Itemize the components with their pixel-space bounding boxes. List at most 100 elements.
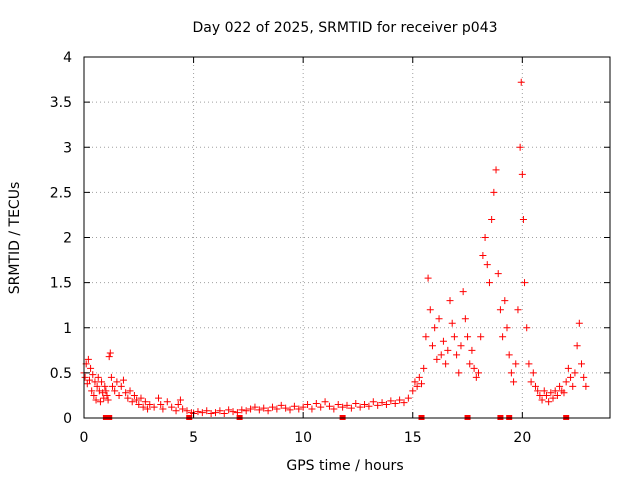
data-point: [540, 387, 548, 395]
data-point: [90, 391, 98, 399]
data-point: [545, 398, 553, 406]
data-point: [374, 401, 382, 409]
data-point: [183, 407, 191, 415]
data-point: [525, 360, 533, 368]
data-point: [207, 409, 215, 417]
y-tick-label: 0: [63, 411, 72, 427]
data-point: [255, 406, 263, 414]
data-point: [172, 407, 180, 415]
data-point: [556, 382, 564, 390]
data-point: [325, 402, 333, 410]
data-point: [459, 288, 467, 296]
data-point: [488, 215, 496, 223]
data-point: [551, 387, 559, 395]
data-point: [304, 400, 312, 408]
data-point: [490, 188, 498, 196]
data-point: [435, 315, 443, 323]
data-points: [80, 78, 590, 417]
data-point: [567, 373, 575, 381]
data-point: [479, 252, 487, 260]
data-point: [578, 360, 586, 368]
data-point: [102, 387, 110, 395]
data-point: [553, 391, 561, 399]
data-point: [573, 342, 581, 350]
x-tick-label: 5: [189, 430, 198, 446]
data-point: [396, 396, 404, 404]
x-tick-label: 0: [80, 430, 89, 446]
data-point: [99, 389, 107, 397]
data-point: [505, 351, 513, 359]
data-point: [391, 400, 399, 408]
data-point: [242, 407, 250, 415]
data-point: [104, 396, 112, 404]
data-point: [133, 396, 141, 404]
data-point: [106, 349, 114, 357]
data-point: [420, 364, 428, 372]
data-point: [483, 261, 491, 269]
data-point: [431, 324, 439, 332]
data-point: [450, 333, 458, 341]
data-point: [510, 378, 518, 386]
data-point: [426, 306, 434, 314]
y-tick-label: 3.5: [50, 95, 72, 111]
data-point: [135, 400, 143, 408]
data-point: [295, 405, 303, 413]
data-point: [369, 398, 377, 406]
data-point: [464, 333, 472, 341]
data-point: [415, 373, 423, 381]
data-point: [277, 401, 285, 409]
y-tick-label: 1: [63, 321, 72, 337]
data-point: [457, 342, 465, 350]
data-point: [475, 369, 482, 377]
data-point: [455, 369, 463, 377]
data-point: [422, 333, 430, 341]
data-point: [437, 351, 445, 359]
data-point: [470, 364, 478, 372]
data-point: [387, 397, 395, 405]
data-point: [466, 360, 474, 368]
data-point: [512, 360, 520, 368]
data-point: [137, 394, 145, 402]
data-point: [198, 409, 206, 417]
data-point: [518, 170, 526, 178]
data-point: [94, 373, 102, 381]
data-point: [496, 306, 504, 314]
data-point: [85, 376, 93, 384]
data-point: [89, 371, 97, 379]
data-point: [477, 333, 485, 341]
data-point: [378, 399, 386, 407]
data-point: [312, 400, 320, 408]
x-axis-label: GPS time / hours: [286, 458, 403, 474]
data-point: [382, 400, 390, 408]
data-point: [111, 387, 119, 395]
data-point: [103, 391, 111, 399]
data-point: [119, 376, 127, 384]
data-point: [93, 382, 101, 390]
data-point: [260, 404, 268, 412]
data-point: [444, 346, 452, 354]
data-point: [107, 373, 115, 381]
data-point: [453, 351, 461, 359]
data-point: [503, 324, 511, 332]
data-point: [446, 297, 454, 305]
data-point: [229, 408, 237, 416]
data-point: [98, 378, 106, 386]
data-point: [519, 215, 527, 223]
data-point: [481, 234, 489, 241]
data-point: [83, 380, 91, 388]
y-tick-label: 2: [63, 231, 72, 247]
data-point: [146, 400, 154, 408]
data-point: [536, 391, 544, 399]
data-point: [96, 398, 104, 406]
data-point: [155, 394, 163, 402]
grid-lines: [84, 57, 610, 418]
data-point: [343, 401, 351, 409]
data-point: [582, 382, 590, 390]
data-point: [290, 402, 298, 410]
data-point: [157, 400, 165, 408]
data-point: [365, 402, 373, 410]
x-tick-label: 20: [513, 430, 531, 446]
data-point: [144, 405, 152, 413]
data-point: [159, 405, 167, 413]
